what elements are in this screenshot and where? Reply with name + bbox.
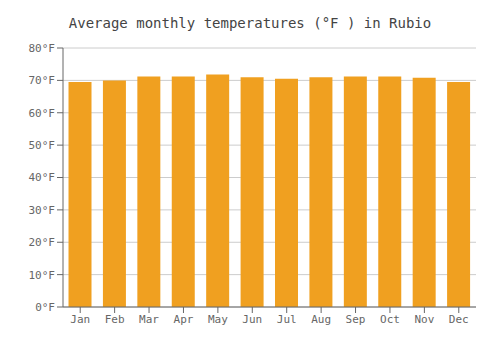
svg-text:Apr: Apr <box>174 313 194 326</box>
svg-text:70°F: 70°F <box>29 74 56 87</box>
html-text:Average monthly temperatures (: Average monthly temperatures (°F ) in Ru… <box>68 15 432 31</box>
svg-text:Oct: Oct <box>380 313 400 326</box>
svg-text:Jul: Jul <box>277 313 297 326</box>
svg-text:40°F: 40°F <box>29 171 56 184</box>
svg-text:10°F: 10°F <box>29 269 56 282</box>
svg-text:50°F: 50°F <box>29 139 56 152</box>
svg-text:60°F: 60°F <box>29 107 56 120</box>
svg-text:May: May <box>208 313 228 326</box>
svg-text:Sep: Sep <box>346 313 366 326</box>
svg-text:Jun: Jun <box>242 313 262 326</box>
svg-text:30°F: 30°F <box>29 204 56 217</box>
svg-text:20°F: 20°F <box>29 236 56 249</box>
svg-text:0°F: 0°F <box>35 301 55 314</box>
svg-text:80°F: 80°F <box>29 42 56 55</box>
svg-text:Aug: Aug <box>311 313 331 326</box>
svg-text:Dec: Dec <box>449 313 469 326</box>
svg-text:Jan: Jan <box>70 313 90 326</box>
svg-text:Nov: Nov <box>414 313 434 326</box>
svg-text:Mar: Mar <box>139 313 159 326</box>
svg-text:Feb: Feb <box>105 313 125 326</box>
